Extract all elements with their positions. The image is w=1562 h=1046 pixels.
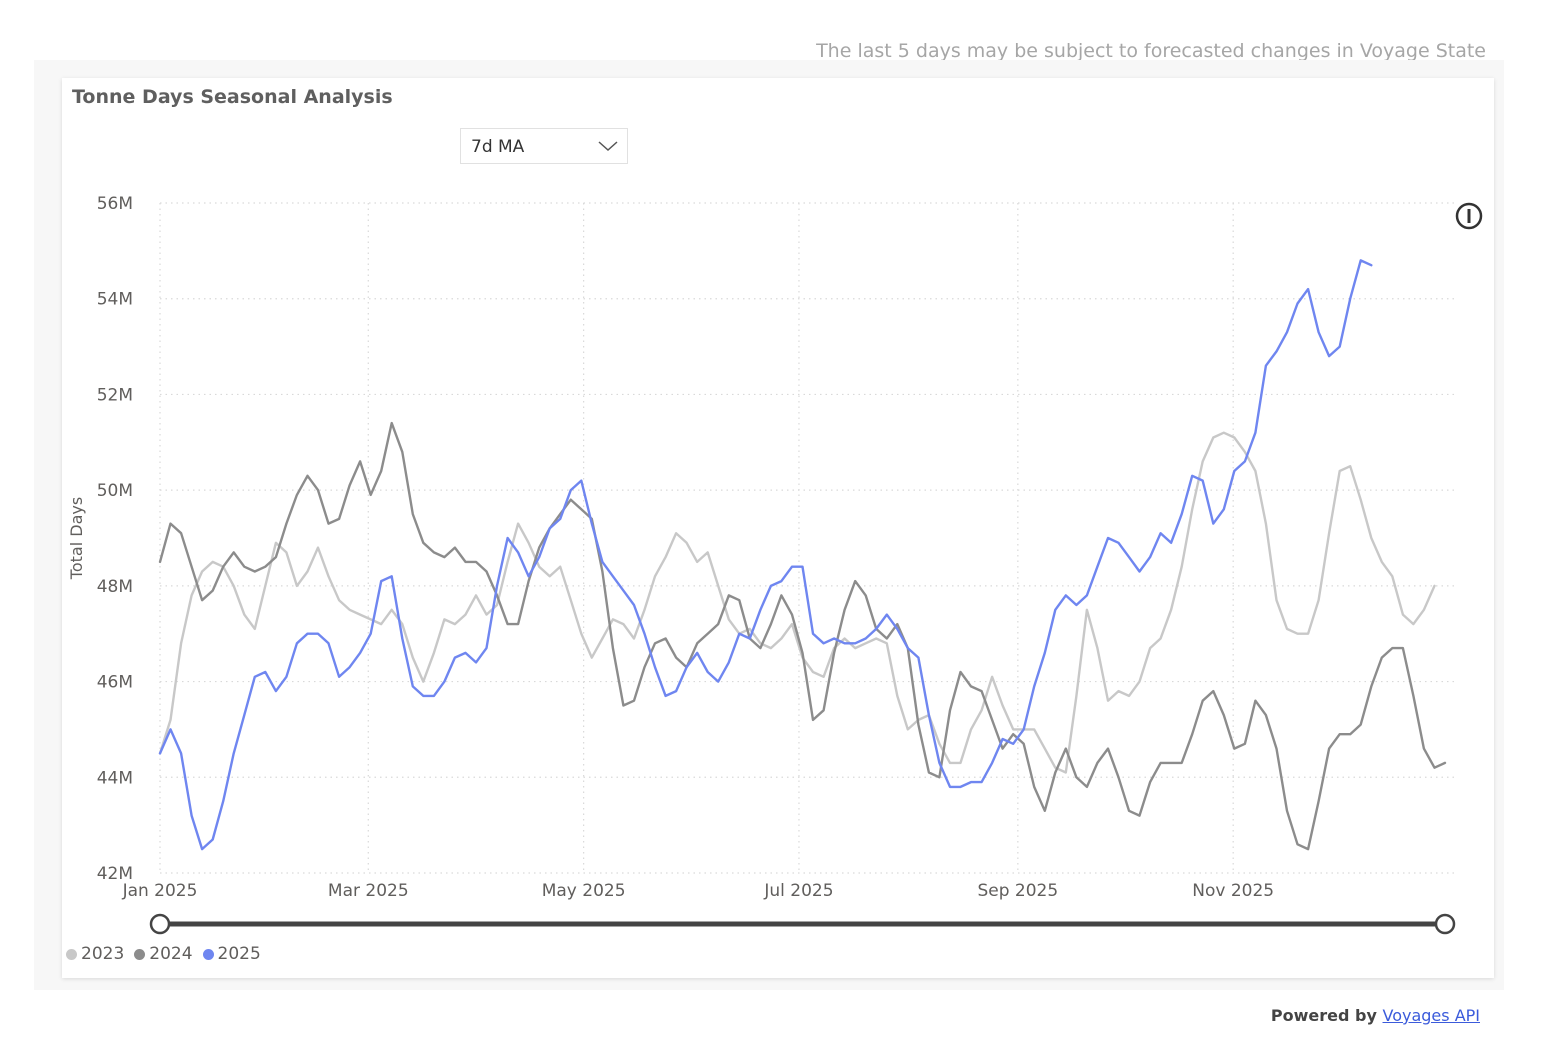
powered-by: Powered by Voyages API — [1271, 1006, 1480, 1025]
x-tick-label: Jan 2025 — [122, 881, 198, 901]
voyages-api-link[interactable]: Voyages API — [1382, 1006, 1481, 1025]
legend-dot-2025 — [202, 948, 214, 960]
y-tick-label: 44M — [97, 768, 133, 788]
y-tick-label: 56M — [97, 194, 133, 214]
y-tick-label: 42M — [97, 864, 133, 884]
range-slider-start-handle[interactable] — [149, 913, 171, 935]
info-icon[interactable] — [1454, 201, 1484, 231]
y-tick-label: 46M — [97, 673, 133, 693]
range-slider-end-handle[interactable] — [1434, 913, 1456, 935]
legend-dot-2023 — [66, 948, 77, 960]
y-axis-title: Total Days — [67, 497, 86, 580]
series-line-2024 — [158, 421, 1447, 851]
legend-item-2024[interactable]: 2024 — [134, 944, 193, 964]
x-tick-label: Nov 2025 — [1192, 881, 1274, 901]
x-tick-label: May 2025 — [542, 881, 626, 901]
chart-card — [62, 78, 1494, 978]
y-tick-label: 54M — [97, 290, 133, 310]
series-line-2025 — [158, 259, 1373, 851]
dropdown-selected-value: 7d MA — [471, 137, 525, 157]
forecast-notice: The last 5 days may be subject to foreca… — [816, 40, 1486, 62]
legend-label-2025: 2025 — [217, 944, 261, 964]
chevron-down-icon — [598, 141, 618, 152]
legend-label-2023: 2023 — [81, 944, 125, 964]
legend-label-2024: 2024 — [149, 944, 193, 964]
legend-dot-2024 — [134, 948, 146, 960]
x-tick-label: Jul 2025 — [763, 881, 833, 901]
x-tick-label: Mar 2025 — [328, 881, 409, 901]
legend-item-2025[interactable]: 2025 — [202, 944, 261, 964]
y-tick-label: 52M — [97, 385, 133, 405]
y-tick-label: 50M — [97, 481, 133, 501]
powered-by-prefix: Powered by — [1270, 1006, 1377, 1025]
legend-item-2023[interactable]: 2023 — [66, 944, 124, 964]
legend: 2023 2024 2025 — [66, 944, 261, 964]
x-tick-label: Sep 2025 — [977, 881, 1058, 901]
chart-title: Tonne Days Seasonal Analysis — [72, 86, 393, 108]
y-tick-label: 48M — [97, 577, 133, 597]
moving-average-dropdown[interactable]: 7d MA — [460, 128, 628, 164]
